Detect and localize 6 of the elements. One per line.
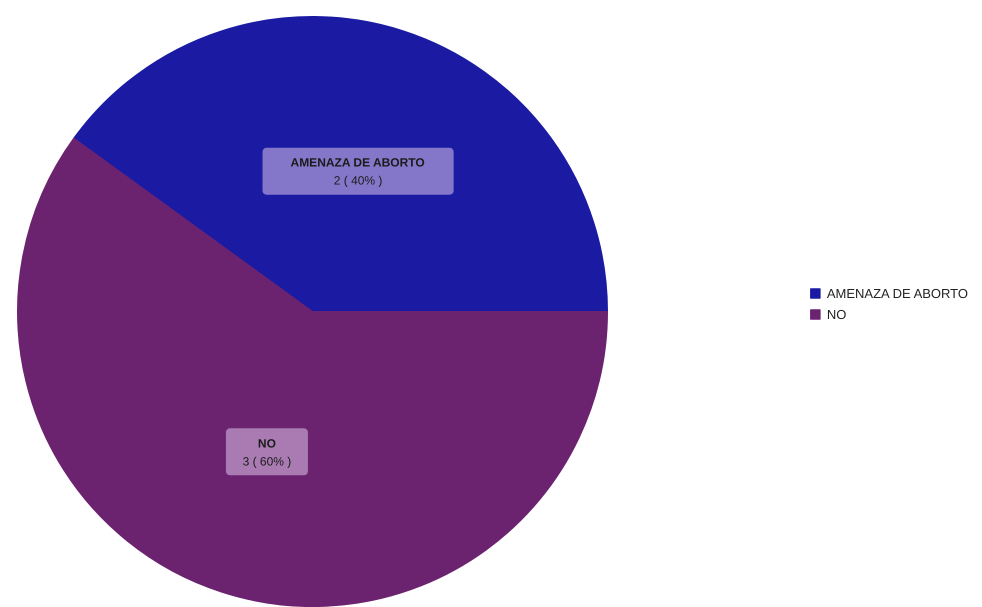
data-label: 3 ( 60% ) [242, 454, 292, 468]
slice-label: AMENAZA DE ABORTO [290, 156, 425, 170]
legend-label: AMENAZA DE ABORTO [826, 286, 968, 300]
data-label: 2 ( 40% ) [334, 174, 382, 188]
legend-label: NO [826, 306, 847, 322]
slice-label: NO [258, 436, 276, 450]
